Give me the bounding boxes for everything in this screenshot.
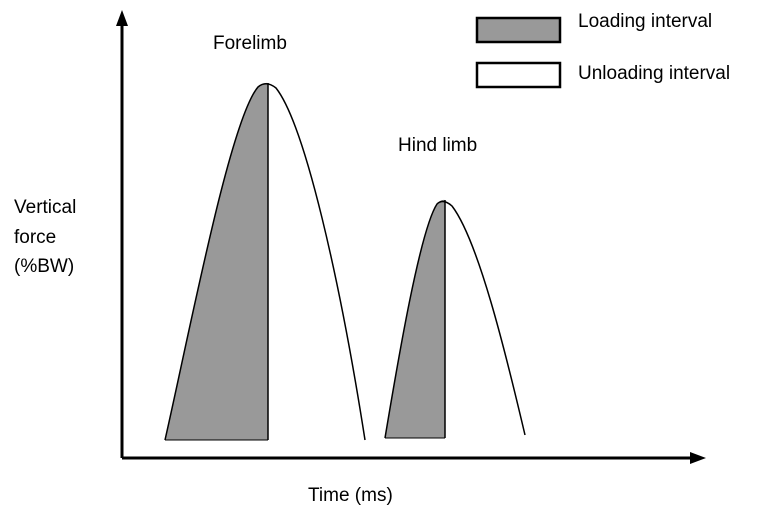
y-axis-arrow [116,10,128,26]
x-axis-label: Time (ms) [308,485,393,506]
forelimb-loading [165,82,268,440]
hindlimb-loading [385,199,445,438]
y-axis-label: force [14,227,56,248]
y-axis-label: Vertical [14,197,76,218]
legend-label: Loading interval [578,11,712,32]
x-axis-arrow [690,452,706,464]
hindlimb-label: Hind limb [398,135,477,156]
legend-label: Unloading interval [578,63,730,84]
y-axis-label: (%BW) [14,256,74,277]
hindlimb-curve [384,200,526,439]
forelimb-label: Forelimb [213,33,287,54]
legend-swatch-unloading [475,61,562,89]
forelimb-curve [164,83,366,441]
legend-swatch-loading [475,16,562,44]
